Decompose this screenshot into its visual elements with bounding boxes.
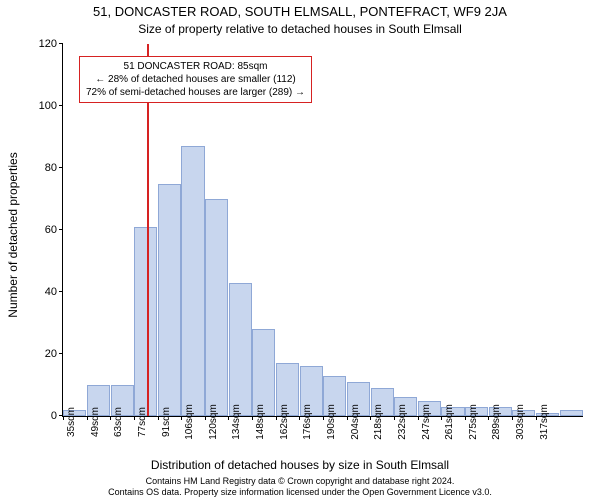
x-tick-mark [323,416,324,420]
x-tick-label: 106sqm [184,404,195,440]
chart-container: { "title": "51, DONCASTER ROAD, SOUTH EL… [0,0,600,500]
x-tick-label: 232sqm [397,404,408,440]
x-tick-mark [512,416,513,420]
histogram-bar [229,283,252,416]
x-tick-mark [110,416,111,420]
x-tick-label: 204sqm [350,404,361,440]
x-axis-label: Distribution of detached houses by size … [0,458,600,472]
annotation-line-2: ← 28% of detached houses are smaller (11… [86,73,305,86]
y-tick-mark [59,291,63,292]
x-tick-mark [465,416,466,420]
histogram-bar [134,227,157,416]
x-tick-label: 247sqm [421,404,432,440]
x-tick-mark [370,416,371,420]
x-tick-label: 190sqm [326,404,337,440]
x-tick-mark [252,416,253,420]
x-tick-mark [441,416,442,420]
y-tick-mark [59,229,63,230]
x-tick-mark [299,416,300,420]
y-tick-label: 80 [45,162,63,174]
x-tick-mark [181,416,182,420]
histogram-bar [205,199,228,416]
x-tick-label: 176sqm [302,404,313,440]
y-tick-label: 20 [45,348,63,360]
x-tick-mark [536,416,537,420]
credit-text: Contains HM Land Registry data © Crown c… [0,476,600,499]
x-tick-mark [394,416,395,420]
x-tick-mark [488,416,489,420]
x-tick-label: 49sqm [90,407,101,437]
x-tick-label: 120sqm [208,404,219,440]
x-tick-label: 35sqm [66,407,77,437]
annotation-line-1: 51 DONCASTER ROAD: 85sqm [86,60,305,73]
y-tick-label: 0 [51,410,63,422]
x-tick-label: 91sqm [161,407,172,437]
x-tick-label: 218sqm [373,404,384,440]
x-tick-mark [347,416,348,420]
plot-area: 02040608010012035sqm49sqm63sqm77sqm91sqm… [62,44,583,417]
x-tick-label: 303sqm [515,404,526,440]
x-tick-label: 134sqm [231,404,242,440]
x-tick-label: 77sqm [137,407,148,437]
histogram-bar [560,410,583,416]
y-tick-mark [59,105,63,106]
y-tick-label: 100 [39,100,63,112]
histogram-bar [158,184,181,417]
x-tick-label: 275sqm [468,404,479,440]
y-axis-label: Number of detached properties [6,50,20,420]
x-tick-mark [87,416,88,420]
x-tick-label: 289sqm [491,404,502,440]
x-tick-mark [158,416,159,420]
y-tick-label: 40 [45,286,63,298]
y-tick-mark [59,353,63,354]
y-tick-label: 120 [39,38,63,50]
annotation-line-3: 72% of semi-detached houses are larger (… [86,86,305,99]
histogram-bar [181,146,204,416]
histogram-bar [252,329,275,416]
annotation-box: 51 DONCASTER ROAD: 85sqm← 28% of detache… [79,56,312,103]
chart-title: 51, DONCASTER ROAD, SOUTH ELMSALL, PONTE… [0,4,600,19]
x-tick-label: 162sqm [279,404,290,440]
y-tick-mark [59,167,63,168]
x-tick-label: 317sqm [539,404,550,440]
x-tick-mark [205,416,206,420]
x-tick-mark [63,416,64,420]
y-tick-label: 60 [45,224,63,236]
x-tick-mark [418,416,419,420]
x-tick-mark [134,416,135,420]
chart-subtitle: Size of property relative to detached ho… [0,22,600,36]
credit-line-1: Contains HM Land Registry data © Crown c… [146,476,455,486]
x-tick-label: 261sqm [444,404,455,440]
x-tick-label: 148sqm [255,404,266,440]
credit-line-2: Contains OS data. Property size informat… [108,487,492,497]
y-tick-mark [59,43,63,44]
x-tick-mark [276,416,277,420]
x-tick-mark [228,416,229,420]
x-tick-label: 63sqm [113,407,124,437]
